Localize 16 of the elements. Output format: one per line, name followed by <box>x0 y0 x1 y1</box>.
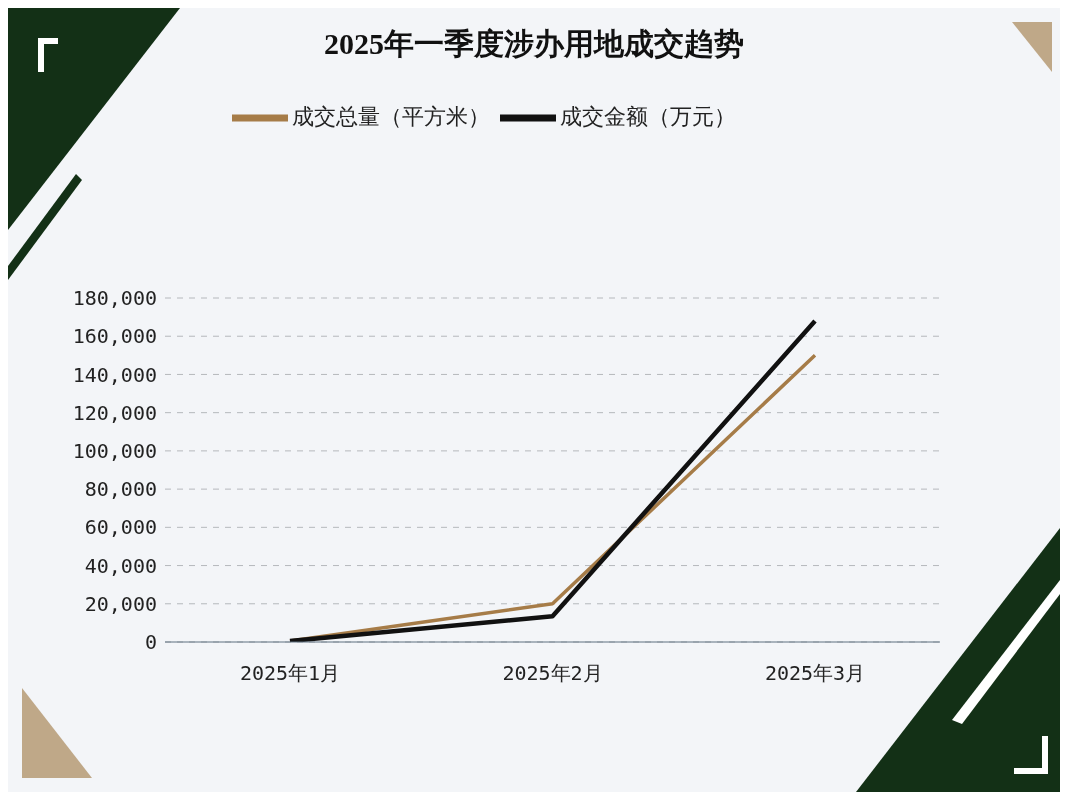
x-tick-label: 2025年3月 <box>764 661 866 686</box>
y-tick-label: 100,000 <box>72 438 157 463</box>
y-tick-label: 0 <box>144 630 157 655</box>
y-tick-label: 80,000 <box>84 477 157 502</box>
y-tick-label: 180,000 <box>72 286 157 311</box>
y-tick-label: 40,000 <box>84 553 157 578</box>
x-tick-label: 2025年2月 <box>502 661 603 686</box>
y-tick-label: 60,000 <box>84 515 157 540</box>
y-tick-label: 120,000 <box>72 400 157 425</box>
x-tick-label: 2025年1月 <box>239 661 341 686</box>
chart-title: 2025年一季度涉办用地成交趋势 <box>323 26 745 62</box>
legend-label: 成交总量（平方米） <box>292 104 490 129</box>
y-tick-label: 160,000 <box>72 324 157 349</box>
y-tick-label: 140,000 <box>72 362 157 387</box>
y-tick-label: 20,000 <box>84 591 157 616</box>
legend-label: 成交金额（万元） <box>560 104 736 129</box>
